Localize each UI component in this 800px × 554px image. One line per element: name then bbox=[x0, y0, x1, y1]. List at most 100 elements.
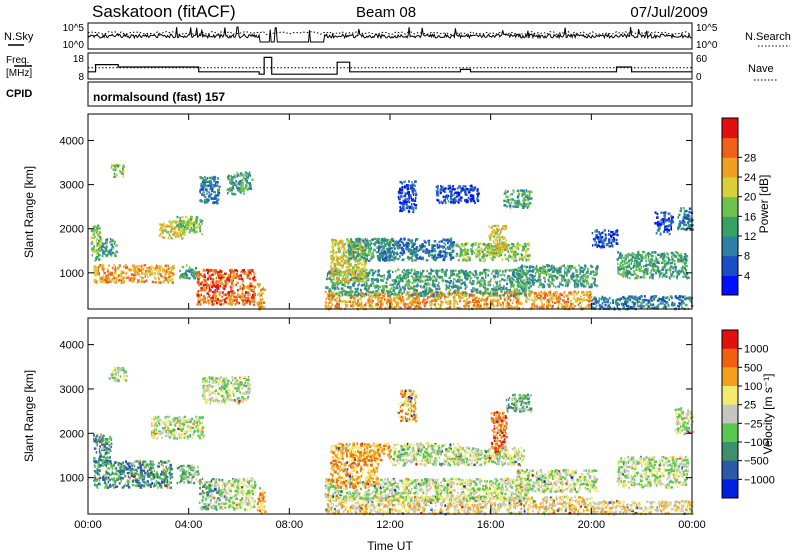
echo-cell bbox=[534, 267, 537, 270]
echo-cell bbox=[242, 279, 244, 283]
echo-cell bbox=[528, 205, 530, 208]
echo-cell bbox=[479, 259, 482, 262]
echo-cell bbox=[402, 298, 404, 302]
echo-cell bbox=[336, 292, 340, 296]
echo-cell bbox=[445, 285, 449, 289]
echo-cell bbox=[479, 284, 482, 288]
echo-cell bbox=[455, 195, 459, 198]
echo-cell bbox=[213, 295, 216, 298]
echo-cell bbox=[400, 187, 403, 190]
echo-cell bbox=[509, 255, 512, 258]
echo-cell bbox=[586, 304, 590, 307]
echo-cell bbox=[527, 242, 530, 245]
echo-cell bbox=[115, 164, 117, 167]
echo-cell bbox=[528, 298, 530, 301]
echo-cell bbox=[345, 305, 348, 308]
echo-cell bbox=[595, 272, 598, 275]
echo-cell bbox=[521, 264, 524, 267]
echo-cell bbox=[494, 231, 497, 234]
echo-cell bbox=[328, 291, 331, 295]
echo-cell bbox=[401, 276, 405, 280]
echo-cell bbox=[405, 246, 408, 249]
echo-cell bbox=[105, 245, 108, 248]
echo-cell bbox=[528, 279, 531, 283]
echo-cell bbox=[372, 295, 374, 298]
echo-cell bbox=[594, 283, 597, 287]
echo-cell bbox=[485, 276, 487, 279]
echo-cell bbox=[116, 165, 120, 168]
echo-cell bbox=[446, 246, 449, 249]
echo-cell bbox=[451, 241, 454, 245]
echo-cell bbox=[379, 306, 381, 309]
echo-cell bbox=[415, 196, 417, 200]
echo-cell bbox=[489, 301, 492, 304]
echo-cell bbox=[469, 198, 472, 201]
echo-cell bbox=[99, 265, 102, 269]
echo-cell bbox=[365, 275, 368, 278]
echo-cell bbox=[228, 294, 230, 297]
echo-cell bbox=[367, 287, 370, 290]
echo-cell bbox=[373, 237, 377, 241]
echo-cell bbox=[413, 252, 415, 255]
echo-cell bbox=[533, 281, 535, 285]
echo-cell bbox=[400, 301, 402, 304]
echo-cell bbox=[423, 294, 426, 297]
echo-cell bbox=[96, 256, 99, 259]
echo-cell bbox=[584, 306, 588, 309]
echo-cell bbox=[367, 299, 370, 302]
echo-cell bbox=[102, 269, 105, 273]
echo-cell bbox=[371, 256, 373, 259]
echo-cell bbox=[470, 290, 473, 293]
echo-cell bbox=[419, 280, 422, 283]
echo-cell bbox=[212, 200, 214, 204]
echo-cell bbox=[168, 276, 171, 279]
echo-cell bbox=[353, 299, 356, 302]
echo-cell bbox=[242, 292, 244, 296]
echo-cell bbox=[347, 269, 350, 272]
echo-cell bbox=[478, 254, 480, 257]
echo-cell bbox=[210, 281, 212, 284]
echo-cell bbox=[111, 251, 114, 255]
echo-cell bbox=[516, 303, 519, 306]
echo-cell bbox=[443, 270, 446, 274]
echo-cell bbox=[190, 268, 193, 271]
echo-cell bbox=[183, 274, 186, 278]
echo-cell bbox=[354, 247, 358, 251]
echo-cell bbox=[424, 292, 427, 295]
echo-cell bbox=[384, 299, 388, 302]
echo-cell bbox=[389, 288, 391, 291]
echo-cell bbox=[534, 298, 538, 301]
echo-cell bbox=[438, 251, 440, 254]
echo-cell bbox=[493, 305, 496, 308]
echo-cell bbox=[378, 273, 380, 276]
echo-cell bbox=[588, 283, 590, 286]
echo-cell bbox=[144, 270, 148, 273]
echo-cell bbox=[360, 300, 363, 304]
beam-title: Beam 08 bbox=[356, 4, 416, 21]
echo-cell bbox=[446, 280, 450, 284]
echo-cell bbox=[154, 276, 156, 279]
echo-cell bbox=[444, 197, 447, 200]
echo-cell bbox=[507, 306, 511, 309]
echo-cell bbox=[369, 269, 371, 272]
echo-cell bbox=[448, 190, 451, 193]
echo-cell bbox=[461, 253, 463, 257]
echo-cell bbox=[187, 223, 190, 226]
echo-cell bbox=[507, 255, 510, 258]
echo-cell bbox=[355, 251, 357, 254]
nsearch-tick-top: 10^5 bbox=[696, 23, 718, 34]
echo-cell bbox=[498, 243, 500, 246]
echo-cell bbox=[343, 243, 345, 246]
echo-cell bbox=[403, 180, 406, 183]
echo-cell bbox=[405, 275, 408, 278]
echo-cell bbox=[237, 173, 239, 176]
echo-cell bbox=[349, 241, 352, 245]
echo-cell bbox=[486, 268, 490, 272]
echo-cell bbox=[402, 242, 404, 246]
echo-cell bbox=[472, 196, 475, 199]
echo-cell bbox=[462, 185, 465, 188]
echo-cell bbox=[545, 300, 548, 304]
echo-cell bbox=[365, 282, 368, 285]
echo-cell bbox=[437, 187, 439, 190]
echo-cell bbox=[531, 303, 534, 306]
